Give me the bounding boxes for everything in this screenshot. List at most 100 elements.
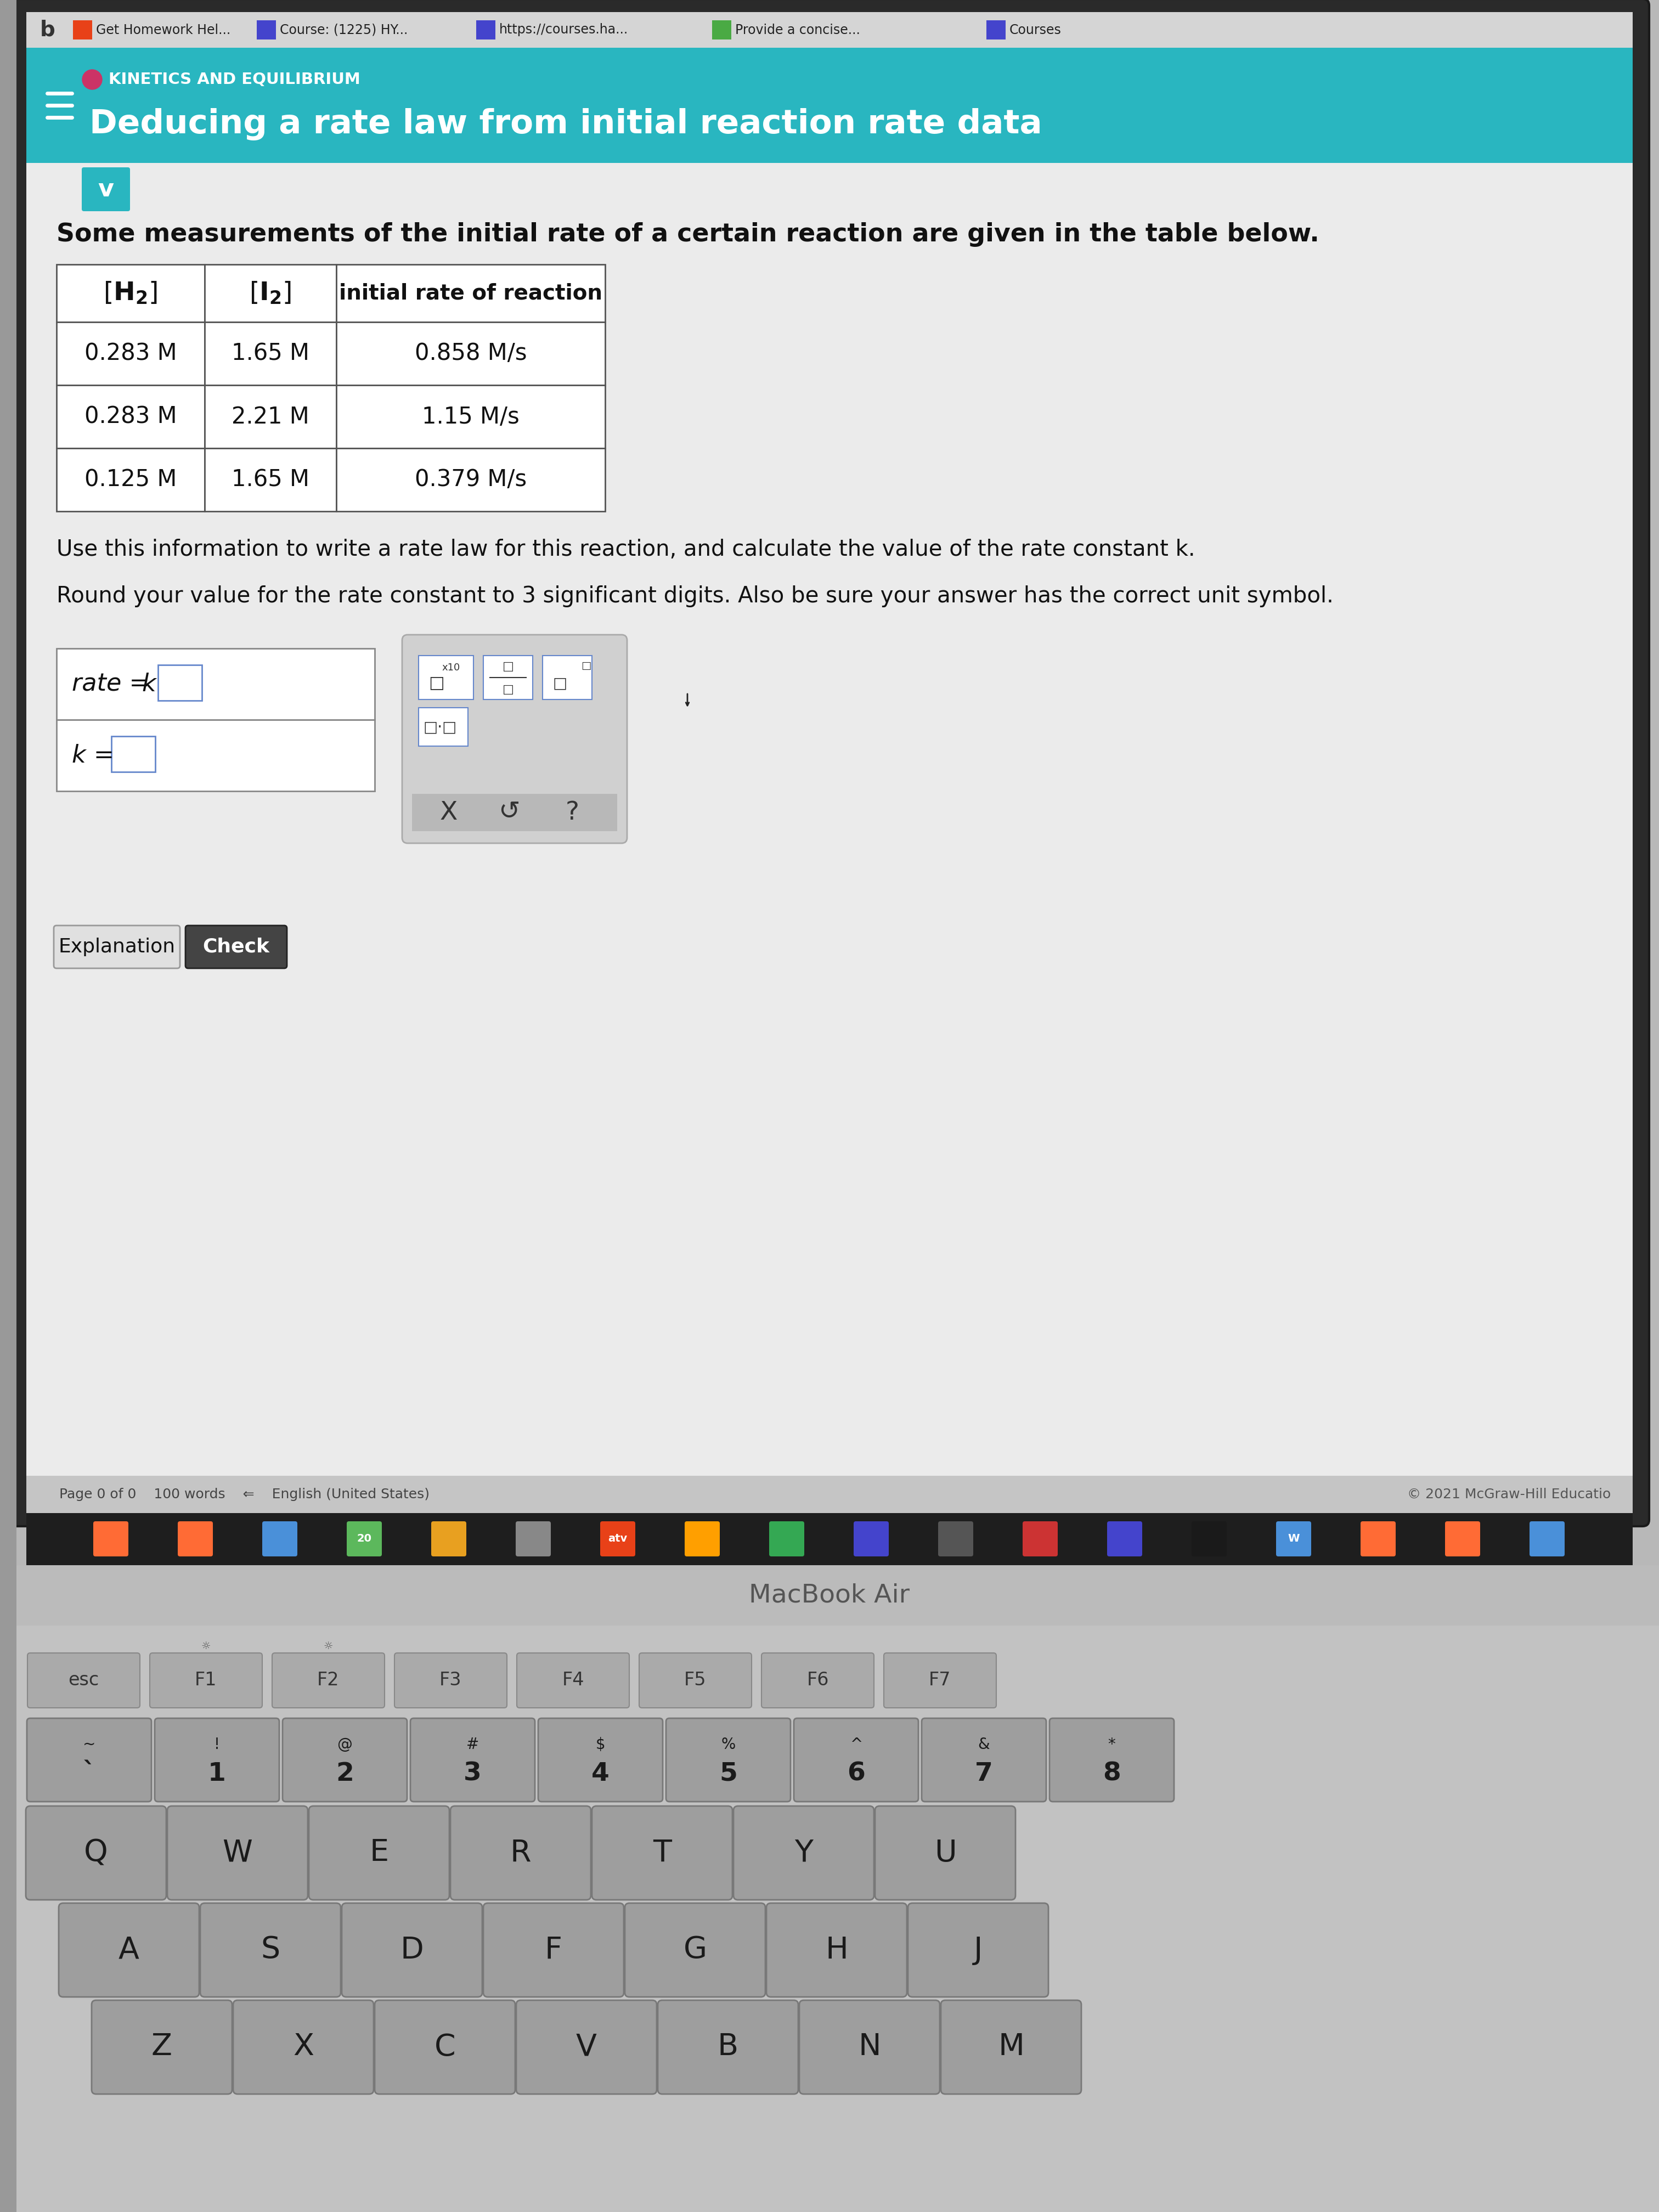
FancyBboxPatch shape [1530,1522,1564,1557]
Text: esc: esc [68,1672,100,1690]
FancyBboxPatch shape [93,1522,128,1557]
Text: R: R [509,1838,531,1867]
Text: D: D [400,1936,423,1964]
Text: S: S [260,1936,280,1964]
FancyBboxPatch shape [154,1719,279,1801]
FancyBboxPatch shape [234,2000,373,2095]
Text: A: A [118,1936,139,1964]
Text: T: T [654,1838,672,1867]
Text: $\mathbf{\left[I_2\right]}$: $\mathbf{\left[I_2\right]}$ [249,281,292,305]
FancyBboxPatch shape [201,1902,340,1997]
Bar [111,737,156,772]
Text: x10: x10 [441,664,460,672]
Text: □: □ [503,661,514,672]
FancyBboxPatch shape [685,1522,720,1557]
FancyBboxPatch shape [1360,1522,1395,1557]
Text: 5: 5 [720,1761,737,1785]
Text: 8: 8 [1103,1761,1121,1785]
FancyBboxPatch shape [1445,1522,1480,1557]
Text: atv: atv [609,1533,627,1544]
Text: F: F [544,1936,562,1964]
Text: Page 0 of 0    100 words    ⇐    English (United States): Page 0 of 0 100 words ⇐ English (United … [60,1489,430,1502]
Text: k =: k = [71,743,121,768]
FancyBboxPatch shape [795,1719,919,1801]
FancyBboxPatch shape [1050,1719,1175,1801]
Bar [27,11,1632,1513]
Bar [476,20,496,40]
Bar [204,385,337,449]
Bar [158,666,202,701]
FancyBboxPatch shape [483,1902,624,1997]
FancyBboxPatch shape [874,1805,1015,1900]
FancyBboxPatch shape [178,1522,212,1557]
Bar [411,794,617,832]
Text: Some measurements of the initial rate of a certain reaction are given in the tab: Some measurements of the initial rate of… [56,221,1319,246]
Bar [56,265,204,323]
Bar [542,655,592,699]
Bar [204,323,337,385]
Text: Deducing a rate law from initial reaction rate data: Deducing a rate law from initial reactio… [90,108,1042,142]
Text: □·□: □·□ [423,719,456,734]
Text: KINETICS AND EQUILIBRIUM: KINETICS AND EQUILIBRIUM [108,71,360,86]
FancyBboxPatch shape [639,1652,752,1708]
FancyBboxPatch shape [538,1719,662,1801]
Bar [337,265,606,323]
Text: □: □ [552,675,567,690]
FancyBboxPatch shape [282,1719,406,1801]
FancyBboxPatch shape [1276,1522,1311,1557]
Text: ↺: ↺ [498,801,519,825]
Text: $\mathbf{\left[H_2\right]}$: $\mathbf{\left[H_2\right]}$ [103,281,158,305]
FancyBboxPatch shape [907,1902,1048,1997]
Text: Round your value for the rate constant to 3 significant digits. Also be sure you: Round your value for the rate constant t… [56,586,1334,608]
Text: F5: F5 [684,1672,707,1690]
Text: N: N [858,2033,881,2062]
Bar [0,0,17,2212]
Text: Course: (1225) HY...: Course: (1225) HY... [280,24,408,35]
FancyBboxPatch shape [272,1652,385,1708]
Text: F3: F3 [440,1672,461,1690]
FancyBboxPatch shape [518,1652,629,1708]
Bar [0,1566,1659,1626]
Text: v: v [98,177,114,201]
Text: 7: 7 [975,1761,994,1785]
Text: Q: Q [85,1838,108,1867]
Bar [27,164,1632,1513]
FancyBboxPatch shape [884,1652,997,1708]
Bar [27,49,1632,164]
Text: `: ` [83,1761,96,1785]
Text: MacBook Air: MacBook Air [750,1584,909,1608]
Text: G: G [684,1936,707,1964]
FancyBboxPatch shape [81,168,129,210]
Text: &: & [979,1736,990,1752]
Text: J: J [974,1936,982,1964]
FancyBboxPatch shape [854,1522,889,1557]
FancyBboxPatch shape [516,1522,551,1557]
Text: 0.858 M/s: 0.858 M/s [415,343,528,365]
Bar [27,1513,1632,1566]
FancyBboxPatch shape [922,1719,1047,1801]
Bar [56,449,204,511]
Text: ~: ~ [83,1736,96,1752]
Text: Use this information to write a rate law for this reaction, and calculate the va: Use this information to write a rate law… [56,540,1194,560]
FancyBboxPatch shape [168,1805,309,1900]
FancyBboxPatch shape [262,1522,297,1557]
Text: Check: Check [202,938,269,956]
Text: 1.65 M: 1.65 M [232,469,310,491]
FancyBboxPatch shape [347,1522,382,1557]
Text: Courses: Courses [1009,24,1062,35]
FancyBboxPatch shape [431,1522,466,1557]
FancyBboxPatch shape [410,1719,534,1801]
Text: H: H [825,1936,848,1964]
FancyBboxPatch shape [766,1902,907,1997]
Text: E: E [370,1838,388,1867]
Text: Explanation: Explanation [58,938,176,956]
FancyBboxPatch shape [625,1902,765,1997]
Text: !: ! [214,1736,221,1752]
FancyBboxPatch shape [1107,1522,1141,1557]
Text: F4: F4 [562,1672,584,1690]
Text: %: % [722,1736,735,1752]
FancyBboxPatch shape [516,2000,657,2095]
Text: ?: ? [566,801,579,825]
Text: *: * [1108,1736,1115,1752]
Text: 0.379 M/s: 0.379 M/s [415,469,526,491]
